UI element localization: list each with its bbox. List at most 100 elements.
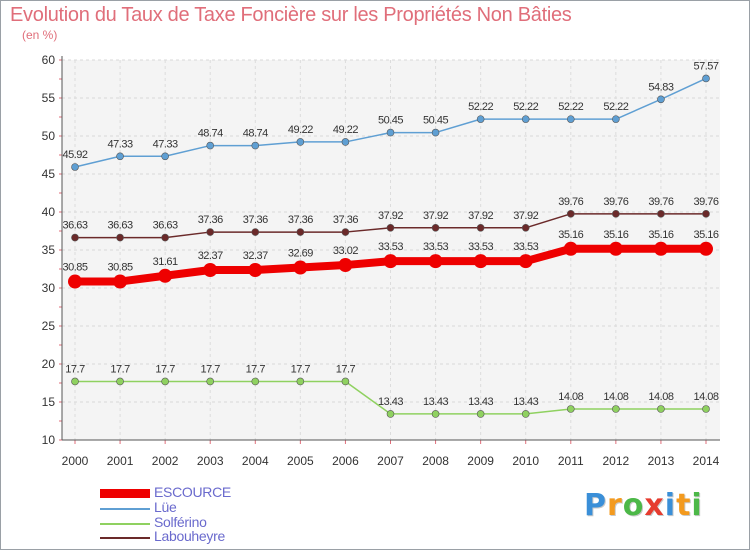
chart-title: Evolution du Taux de Taxe Foncière sur l…	[10, 4, 572, 26]
data-point-lue	[206, 141, 215, 150]
y-tick-label: 15	[42, 395, 56, 409]
data-label-solferino: 17.7	[155, 363, 175, 375]
data-label-lue: 47.33	[153, 138, 178, 150]
x-tick-label: 2000	[62, 454, 89, 468]
data-label-escource: 32.37	[243, 250, 268, 262]
data-label-escource: 35.16	[558, 229, 583, 241]
legend-label: Labouheyre	[154, 528, 225, 544]
data-point-escource	[563, 241, 578, 256]
data-label-escource: 30.85	[62, 262, 87, 274]
legend-label: ESCOURCE	[154, 484, 231, 500]
data-label-solferino: 17.7	[246, 363, 266, 375]
y-axis-unit-label: (en %)	[22, 28, 58, 42]
data-point-lue	[566, 115, 575, 123]
data-label-labouheyre: 37.92	[468, 210, 493, 222]
data-point-labouheyre	[161, 233, 169, 242]
data-label-solferino: 17.7	[291, 363, 311, 375]
data-label-solferino: 13.43	[468, 396, 493, 408]
data-point-lue	[341, 138, 350, 146]
data-point-solferino	[296, 377, 305, 386]
data-label-solferino: 17.7	[65, 363, 85, 375]
data-label-escource: 35.16	[693, 229, 718, 241]
data-point-lue	[116, 152, 124, 161]
data-label-labouheyre: 37.36	[288, 214, 313, 226]
data-label-solferino: 17.7	[201, 363, 221, 375]
x-tick-label: 2008	[422, 454, 449, 468]
logo-letter: r	[607, 488, 623, 523]
data-label-lue: 50.45	[378, 115, 403, 127]
data-point-labouheyre	[476, 224, 485, 232]
data-label-lue: 54.83	[648, 81, 673, 93]
data-label-solferino: 13.43	[423, 396, 448, 408]
data-point-escource	[428, 254, 443, 269]
data-point-escource	[113, 274, 128, 289]
y-tick-label: 45	[42, 167, 56, 181]
data-point-solferino	[431, 410, 440, 418]
legend-swatch	[100, 523, 150, 525]
data-label-lue: 48.74	[243, 128, 268, 140]
y-tick-label: 55	[42, 91, 56, 105]
data-label-lue: 57.57	[693, 60, 718, 72]
x-tick-label: 2011	[558, 454, 584, 468]
legend-label: Solférino	[154, 514, 207, 530]
y-tick-label: 25	[42, 319, 56, 333]
data-point-lue	[161, 152, 169, 161]
data-label-solferino: 13.43	[378, 396, 403, 408]
data-label-escource: 32.37	[198, 250, 223, 262]
data-label-lue: 49.22	[288, 124, 313, 136]
data-label-labouheyre: 39.76	[648, 196, 673, 208]
data-point-solferino	[206, 377, 215, 386]
y-tick-label: 60	[42, 53, 56, 67]
data-point-escource	[383, 254, 398, 269]
logo-letter: x	[644, 488, 665, 523]
legend-label: Lüe	[154, 499, 177, 515]
data-point-lue	[476, 115, 485, 123]
legend-swatch	[100, 508, 150, 510]
data-point-escource	[473, 254, 488, 269]
data-label-labouheyre: 36.63	[108, 220, 133, 232]
data-label-escource: 33.53	[378, 241, 403, 253]
x-tick-label: 2003	[197, 454, 224, 468]
x-tick-label: 2014	[693, 454, 720, 468]
data-point-solferino	[521, 410, 530, 418]
data-point-solferino	[71, 377, 79, 386]
data-label-lue: 52.22	[513, 101, 538, 113]
x-tick-label: 2009	[467, 454, 494, 468]
data-label-solferino: 14.08	[603, 391, 628, 403]
data-point-solferino	[161, 377, 169, 386]
data-label-escource: 35.16	[603, 229, 628, 241]
data-label-solferino: 17.7	[110, 363, 130, 375]
x-tick-label: 2002	[152, 454, 179, 468]
data-point-lue	[71, 163, 79, 171]
data-point-escource	[338, 258, 353, 273]
data-label-lue: 49.22	[333, 124, 358, 136]
data-label-labouheyre: 36.63	[62, 220, 87, 232]
data-point-escource	[518, 254, 533, 269]
data-label-solferino: 17.7	[336, 363, 356, 375]
data-point-labouheyre	[71, 233, 79, 242]
data-point-solferino	[116, 377, 124, 386]
data-point-labouheyre	[341, 228, 350, 236]
data-label-escource: 33.53	[513, 241, 538, 253]
data-point-solferino	[251, 377, 260, 386]
y-tick-label: 20	[42, 357, 56, 371]
data-point-solferino	[476, 410, 485, 418]
y-tick-label: 10	[42, 433, 56, 447]
data-label-solferino: 14.08	[558, 391, 583, 403]
x-tick-label: 2005	[287, 454, 314, 468]
data-point-solferino	[341, 377, 350, 386]
data-label-escource: 33.53	[468, 241, 493, 253]
data-point-escource	[293, 260, 308, 275]
data-point-escource	[653, 241, 668, 256]
data-point-escource	[68, 274, 82, 289]
data-label-solferino: 14.08	[648, 391, 673, 403]
x-tick-label: 2007	[377, 454, 404, 468]
data-label-escource: 32.69	[288, 248, 313, 260]
data-point-escource	[203, 262, 218, 277]
x-tick-label: 2004	[242, 454, 269, 468]
logo-letter: t	[676, 488, 692, 523]
data-label-lue: 45.92	[62, 149, 87, 161]
data-point-labouheyre	[431, 224, 440, 232]
x-tick-label: 2006	[332, 454, 359, 468]
y-tick-label: 40	[42, 205, 56, 219]
